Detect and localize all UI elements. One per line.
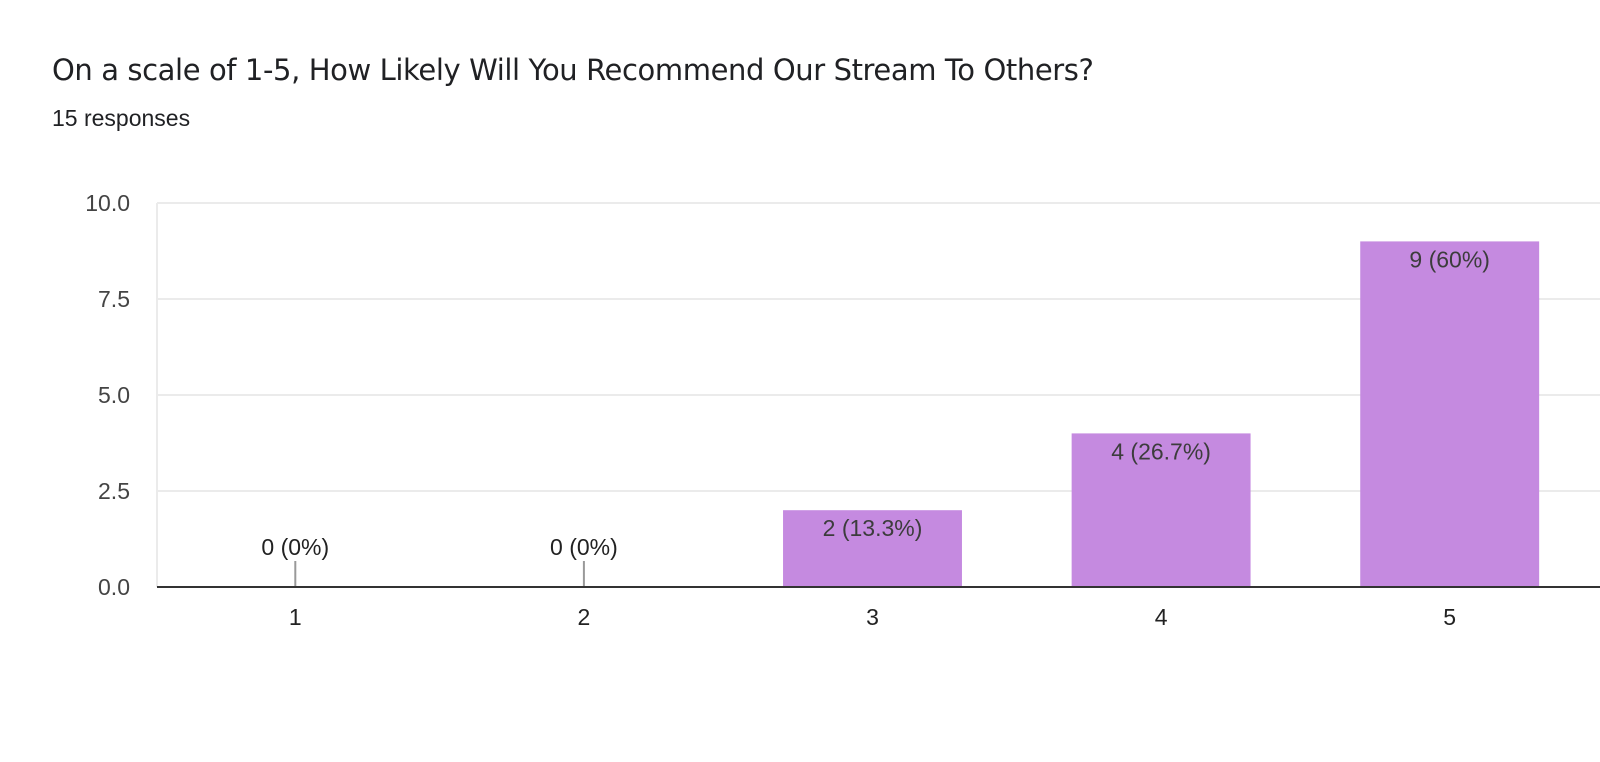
bar bbox=[1360, 241, 1540, 587]
x-tick-label: 2 bbox=[578, 604, 591, 630]
y-tick-label: 5.0 bbox=[98, 382, 130, 408]
data-label: 4 (26.7%) bbox=[1111, 438, 1211, 464]
response-count: 15 responses bbox=[52, 105, 191, 131]
y-tick-label: 7.5 bbox=[98, 286, 130, 312]
x-tick-label: 4 bbox=[1155, 604, 1168, 630]
y-tick-label: 10.0 bbox=[85, 190, 130, 216]
x-tick-label: 1 bbox=[289, 604, 302, 630]
chart-title: On a scale of 1-5, How Likely Will You R… bbox=[52, 53, 1094, 87]
bar bbox=[783, 510, 962, 587]
x-tick-label: 5 bbox=[1443, 604, 1456, 630]
y-tick-label: 2.5 bbox=[98, 478, 130, 504]
data-label: 9 (60%) bbox=[1409, 246, 1490, 272]
data-label: 0 (0%) bbox=[550, 534, 618, 560]
x-tick-label: 3 bbox=[866, 604, 879, 630]
y-tick-label: 0.0 bbox=[98, 574, 130, 600]
data-label: 0 (0%) bbox=[261, 534, 329, 560]
data-label: 2 (13.3%) bbox=[823, 515, 923, 541]
bar bbox=[1071, 433, 1251, 587]
